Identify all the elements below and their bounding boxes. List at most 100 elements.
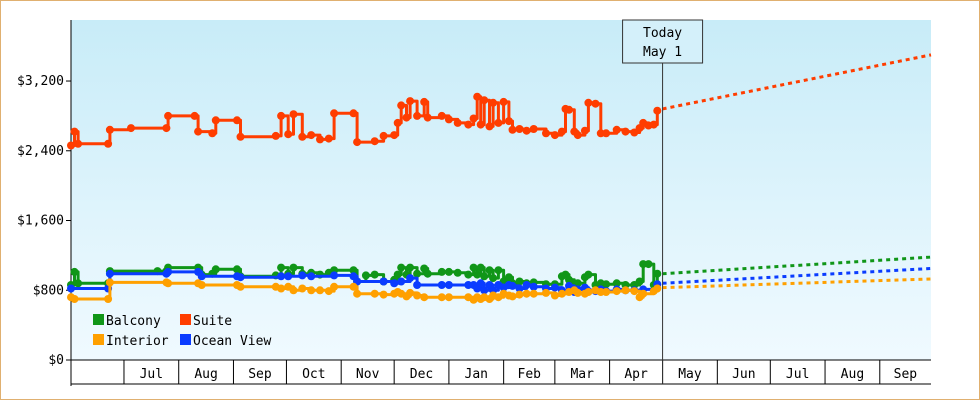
point-interior	[70, 295, 79, 303]
point-suite	[499, 97, 508, 106]
point-balcony	[494, 266, 503, 275]
legend-swatch-suite	[180, 314, 191, 325]
point-suite	[324, 134, 333, 143]
point-ocean-view	[515, 284, 524, 293]
x-tick-label: Aug	[194, 367, 217, 382]
point-suite	[630, 128, 639, 137]
point-balcony	[602, 280, 611, 289]
point-ocean-view	[164, 267, 173, 276]
point-interior	[349, 282, 358, 291]
point-interior	[370, 289, 379, 298]
point-suite	[208, 129, 217, 138]
point-suite	[584, 98, 593, 107]
point-suite	[621, 127, 630, 136]
legend-swatch-balcony	[93, 314, 104, 325]
point-suite	[349, 109, 358, 118]
point-suite	[353, 138, 362, 147]
point-suite	[508, 125, 517, 134]
point-balcony	[444, 267, 453, 276]
x-tick-label: Jan	[465, 367, 488, 382]
point-ocean-view	[397, 277, 406, 286]
point-balcony	[70, 267, 79, 276]
y-tick-label: $2,400	[17, 144, 64, 159]
projection-balcony	[662, 255, 932, 276]
point-ocean-view	[480, 286, 489, 295]
point-balcony	[277, 263, 286, 272]
point-balcony	[485, 266, 494, 275]
point-balcony	[489, 274, 498, 283]
point-suite	[542, 129, 550, 138]
point-interior	[542, 288, 550, 297]
point-suite	[476, 120, 485, 129]
point-suite	[649, 120, 658, 129]
point-suite	[489, 98, 498, 107]
point-suite	[494, 118, 503, 127]
point-interior	[557, 289, 566, 298]
point-interior	[307, 286, 316, 295]
point-interior	[324, 287, 333, 296]
point-suite	[277, 111, 286, 120]
point-interior	[298, 284, 307, 293]
point-interior	[630, 287, 639, 296]
x-tick-label: Apr	[624, 367, 648, 382]
point-ocean-view	[307, 272, 316, 281]
point-balcony	[74, 279, 83, 288]
point-suite	[271, 131, 280, 140]
point-suite	[194, 127, 203, 136]
point-suite	[557, 127, 566, 136]
point-ocean-view	[67, 284, 75, 293]
point-suite	[573, 131, 582, 140]
point-interior	[406, 288, 415, 297]
point-suite	[529, 125, 538, 133]
y-tick-label: $3,200	[17, 74, 64, 89]
point-ocean-view	[529, 282, 538, 291]
today-box	[622, 19, 704, 64]
point-interior	[602, 288, 611, 296]
x-tick-label: Jul	[786, 367, 809, 382]
legend-label-suite: Suite	[193, 314, 232, 329]
point-suite	[480, 96, 489, 105]
point-balcony	[612, 279, 621, 288]
point-suite	[307, 131, 316, 140]
point-ocean-view	[406, 274, 415, 283]
point-ocean-view	[444, 281, 453, 289]
point-balcony	[361, 271, 370, 280]
point-balcony	[504, 273, 513, 282]
series-suite	[67, 53, 932, 150]
point-suite	[413, 111, 422, 120]
y-axis: $0 $800 $1,600 $2,400 $3,200	[17, 20, 72, 386]
x-tick-label: Feb	[518, 367, 542, 382]
today-label: Today	[643, 26, 682, 41]
y-tick-label: $800	[33, 283, 64, 298]
point-interior	[584, 288, 593, 296]
today-marker: Today May 1	[622, 19, 704, 384]
point-ocean-view	[298, 271, 307, 280]
point-suite	[289, 110, 298, 119]
point-suite	[504, 117, 513, 126]
point-interior	[197, 281, 206, 289]
point-suite	[453, 118, 462, 127]
point-balcony	[469, 263, 478, 272]
point-ocean-view	[565, 281, 573, 290]
point-suite	[316, 135, 324, 144]
point-balcony	[464, 270, 473, 279]
point-balcony	[573, 279, 582, 288]
point-interior	[515, 290, 524, 299]
point-suite	[612, 125, 621, 134]
point-suite	[164, 111, 173, 120]
point-balcony	[211, 265, 220, 274]
point-balcony	[584, 270, 593, 279]
point-balcony	[565, 275, 573, 284]
point-suite	[485, 122, 494, 131]
point-suite	[104, 139, 113, 148]
point-interior	[164, 279, 173, 288]
legend-label-interior: Interior	[106, 334, 169, 349]
point-balcony	[644, 260, 653, 269]
point-interior	[437, 293, 446, 302]
point-ocean-view	[330, 271, 339, 280]
point-interior	[529, 289, 538, 298]
point-interior	[621, 286, 630, 295]
point-interior	[104, 295, 113, 303]
point-suite	[190, 111, 199, 120]
